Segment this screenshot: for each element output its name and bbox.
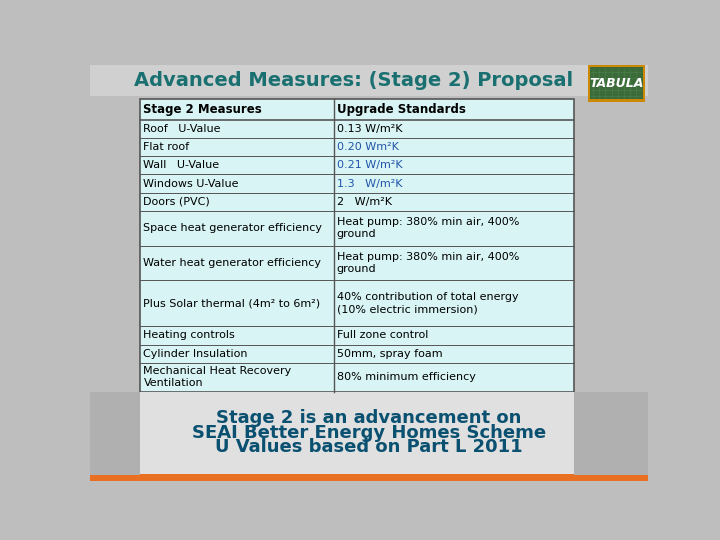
Text: Space heat generator efficiency: Space heat generator efficiency xyxy=(143,224,323,233)
Text: U Values based on Part L 2011: U Values based on Part L 2011 xyxy=(215,438,523,456)
Text: SEAI Better Energy Homes Scheme: SEAI Better Energy Homes Scheme xyxy=(192,424,546,442)
Text: 40% contribution of total energy
(10% electric immersion): 40% contribution of total energy (10% el… xyxy=(337,292,518,314)
Bar xyxy=(90,475,648,481)
Bar xyxy=(575,392,648,475)
Text: TABULA: TABULA xyxy=(589,77,644,90)
Text: 0.21 W/m²K: 0.21 W/m²K xyxy=(337,160,402,170)
Bar xyxy=(90,65,648,96)
Text: Stage 2 is an advancement on: Stage 2 is an advancement on xyxy=(216,409,522,427)
Text: Advanced Measures: (Stage 2) Proposal: Advanced Measures: (Stage 2) Proposal xyxy=(134,71,573,90)
Text: Windows U-Value: Windows U-Value xyxy=(143,179,239,188)
Text: 50mm, spray foam: 50mm, spray foam xyxy=(337,349,442,359)
Bar xyxy=(90,392,648,475)
Text: 80% minimum efficiency: 80% minimum efficiency xyxy=(337,373,475,382)
Text: 0.20 Wm²K: 0.20 Wm²K xyxy=(337,142,398,152)
Text: Flat roof: Flat roof xyxy=(143,142,189,152)
Text: Heating controls: Heating controls xyxy=(143,330,235,340)
Bar xyxy=(588,65,645,102)
Text: Heat pump: 380% min air, 400%
ground: Heat pump: 380% min air, 400% ground xyxy=(337,252,519,274)
Text: Water heat generator efficiency: Water heat generator efficiency xyxy=(143,258,321,268)
Text: 2   W/m²K: 2 W/m²K xyxy=(337,197,392,207)
Bar xyxy=(590,67,642,99)
Text: 0.13 W/m²K: 0.13 W/m²K xyxy=(337,124,402,134)
Text: Heat pump: 380% min air, 400%
ground: Heat pump: 380% min air, 400% ground xyxy=(337,218,519,239)
Text: Plus Solar thermal (4m² to 6m²): Plus Solar thermal (4m² to 6m²) xyxy=(143,299,320,308)
Text: Doors (PVC): Doors (PVC) xyxy=(143,197,210,207)
Text: Cylinder Insulation: Cylinder Insulation xyxy=(143,349,248,359)
Text: Wall   U-Value: Wall U-Value xyxy=(143,160,220,170)
Text: 1.3   W/m²K: 1.3 W/m²K xyxy=(337,179,402,188)
Text: Mechanical Heat Recovery
Ventilation: Mechanical Heat Recovery Ventilation xyxy=(143,367,292,388)
Text: Stage 2 Measures: Stage 2 Measures xyxy=(143,103,262,116)
Text: Full zone control: Full zone control xyxy=(337,330,428,340)
Bar xyxy=(90,392,140,475)
Text: Roof   U-Value: Roof U-Value xyxy=(143,124,221,134)
Bar xyxy=(140,99,575,392)
Text: Upgrade Standards: Upgrade Standards xyxy=(337,103,466,116)
